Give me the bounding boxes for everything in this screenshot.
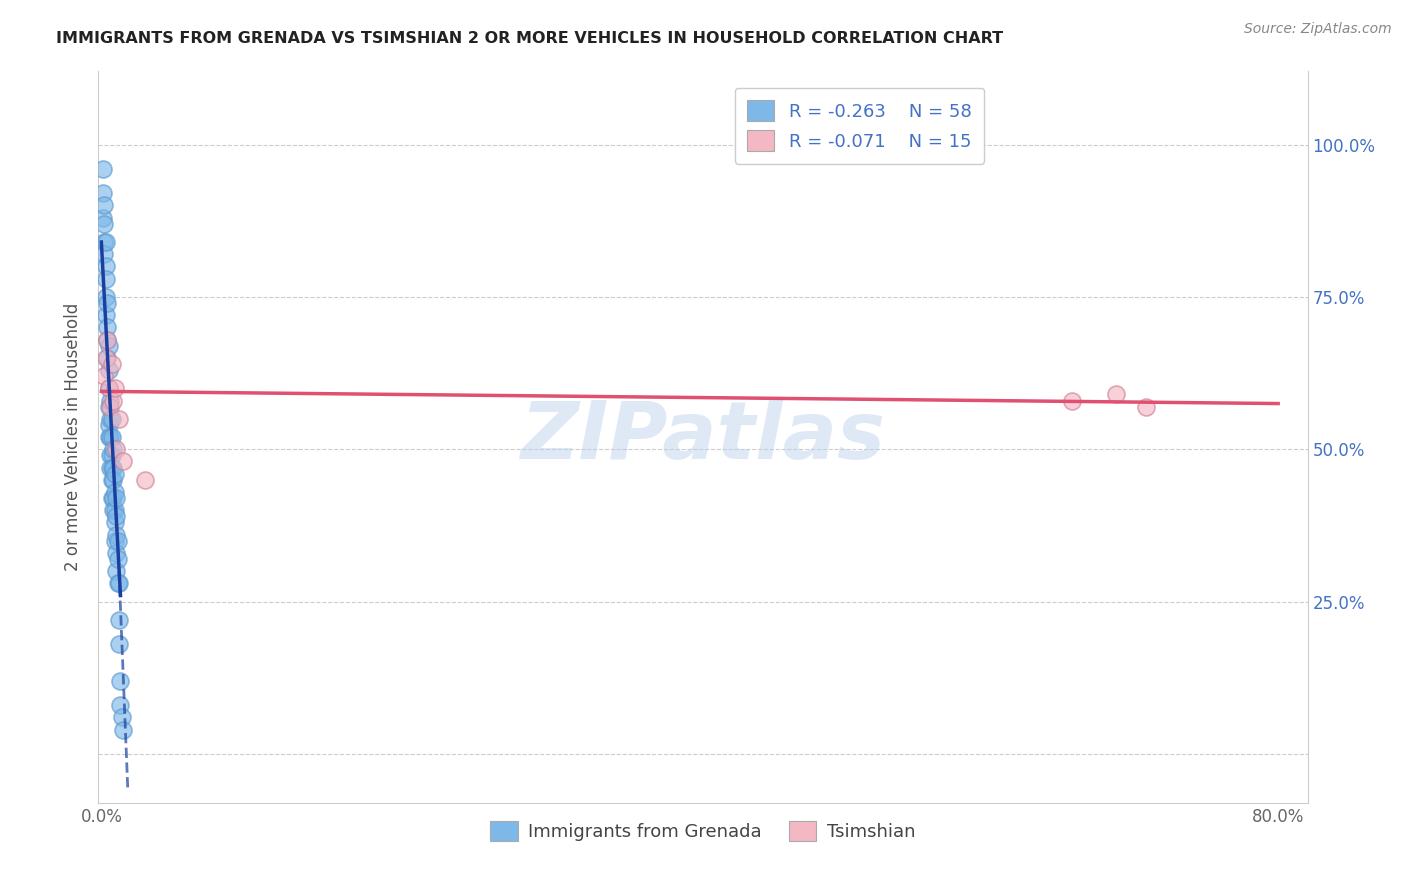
Point [97, 430, 120, 444]
Point [98, 400, 121, 414]
Point [101, 460, 124, 475]
Point [1062, 393, 1084, 408]
Point [96, 320, 118, 334]
Point [101, 491, 124, 505]
Point [100, 430, 122, 444]
Point [104, 485, 127, 500]
Point [107, 533, 129, 548]
Point [98, 412, 121, 426]
Point [100, 412, 122, 426]
Point [108, 412, 131, 426]
Point [105, 527, 128, 541]
Point [94, 351, 117, 365]
Point [104, 467, 127, 481]
Point [97, 417, 120, 432]
Point [100, 473, 122, 487]
Point [97, 338, 120, 352]
Point [105, 564, 128, 578]
Point [101, 473, 124, 487]
Point [96, 296, 118, 310]
Point [101, 393, 124, 408]
Point [1135, 400, 1157, 414]
Point [108, 576, 131, 591]
Point [97, 400, 120, 414]
Point [107, 552, 129, 566]
Point [100, 357, 122, 371]
Point [98, 448, 121, 462]
Point [101, 442, 124, 457]
Text: Source: ZipAtlas.com: Source: ZipAtlas.com [1244, 22, 1392, 37]
Point [110, 673, 132, 688]
Point [94, 290, 117, 304]
Point [108, 637, 131, 651]
Point [112, 454, 135, 468]
Point [112, 723, 135, 737]
Point [97, 381, 120, 395]
Point [107, 576, 129, 591]
Point [100, 491, 122, 505]
Point [96, 333, 118, 347]
Point [105, 491, 128, 505]
Point [111, 710, 134, 724]
Point [93, 198, 115, 212]
Point [1105, 387, 1128, 401]
Point [93, 235, 115, 249]
Point [93, 369, 115, 384]
Point [94, 260, 117, 274]
Point [108, 613, 131, 627]
Y-axis label: 2 or more Vehicles in Household: 2 or more Vehicles in Household [65, 303, 83, 571]
Point [91, 161, 114, 176]
Point [91, 186, 114, 201]
Point [104, 533, 127, 548]
Point [93, 217, 115, 231]
Point [98, 430, 121, 444]
Point [91, 211, 114, 225]
Point [97, 363, 120, 377]
Point [110, 698, 132, 713]
Point [98, 393, 121, 408]
Text: ZIPatlas: ZIPatlas [520, 398, 886, 476]
Point [101, 503, 124, 517]
Point [94, 235, 117, 249]
Point [104, 516, 127, 530]
Point [104, 381, 127, 395]
Point [94, 271, 117, 285]
Point [98, 460, 121, 475]
Legend: Immigrants from Grenada, Tsimshian: Immigrants from Grenada, Tsimshian [484, 814, 922, 848]
Text: IMMIGRANTS FROM GRENADA VS TSIMSHIAN 2 OR MORE VEHICLES IN HOUSEHOLD CORRELATION: IMMIGRANTS FROM GRENADA VS TSIMSHIAN 2 O… [56, 31, 1004, 46]
Point [100, 460, 122, 475]
Point [105, 442, 128, 457]
Point [97, 381, 120, 395]
Point [105, 546, 128, 560]
Point [104, 503, 127, 517]
Point [96, 351, 118, 365]
Point [100, 448, 122, 462]
Point [134, 473, 156, 487]
Point [105, 509, 128, 524]
Point [93, 247, 115, 261]
Point [96, 333, 118, 347]
Point [94, 308, 117, 322]
